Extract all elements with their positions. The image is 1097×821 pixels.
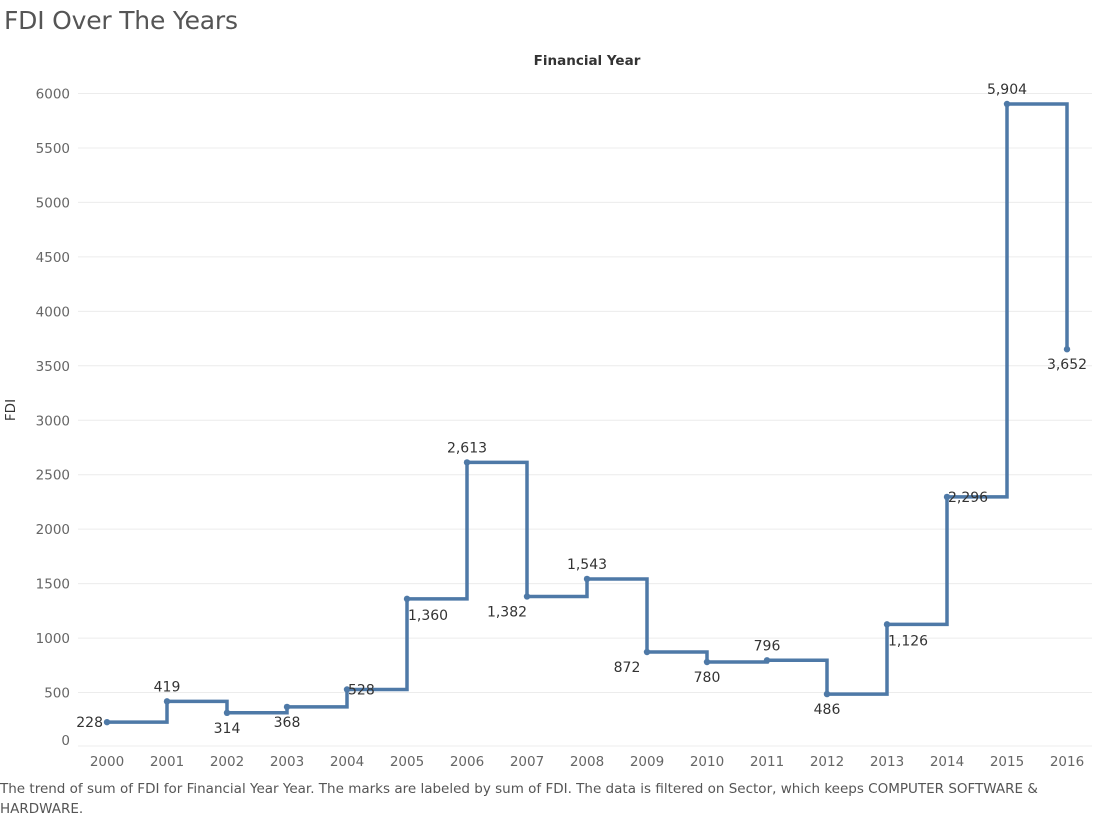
data-point[interactable] <box>103 718 111 726</box>
data-point[interactable] <box>1003 100 1011 108</box>
data-point[interactable] <box>403 595 411 603</box>
x-tick-label: 2002 <box>210 754 244 770</box>
y-tick-label: 2500 <box>36 468 70 484</box>
y-tick-label: 5500 <box>36 141 70 157</box>
x-tick-label: 2008 <box>570 754 604 770</box>
fdi-series-line <box>107 102 1069 724</box>
gridlines <box>78 93 1092 747</box>
y-tick-label: 1500 <box>36 577 70 593</box>
y-tick-label: 3000 <box>36 413 70 429</box>
x-tick-label: 2006 <box>450 754 484 770</box>
y-tick-label: 5000 <box>36 195 70 211</box>
data-label: 1,382 <box>487 604 527 620</box>
data-point[interactable] <box>163 698 171 705</box>
data-label: 2,296 <box>948 490 988 506</box>
data-label: 368 <box>274 715 301 731</box>
data-point[interactable] <box>283 703 291 711</box>
series-layer <box>107 102 1069 724</box>
data-label: 780 <box>694 670 721 686</box>
x-tick-label: 2015 <box>990 754 1024 770</box>
data-label: 5,904 <box>987 82 1027 98</box>
data-label: 528 <box>348 682 375 698</box>
data-point[interactable] <box>223 709 231 717</box>
data-label: 3,652 <box>1047 357 1087 373</box>
data-point[interactable] <box>523 593 531 600</box>
data-point[interactable] <box>463 459 471 466</box>
data-point[interactable] <box>883 621 891 628</box>
data-point[interactable] <box>643 648 651 656</box>
page-title: FDI Over The Years <box>4 6 238 35</box>
y-tick-label: 1000 <box>36 631 70 647</box>
y-tick-label: 4500 <box>36 250 70 266</box>
y-tick-label: 4000 <box>36 304 70 320</box>
data-label: 228 <box>76 715 103 731</box>
data-point[interactable] <box>583 575 591 583</box>
data-label: 419 <box>154 679 181 695</box>
data-labels: 228 419 314 368 528 1,360 2,613 1,382 1,543 872 78… <box>76 82 1087 737</box>
x-tick-label: 2010 <box>690 754 724 770</box>
data-label: 872 <box>614 660 641 676</box>
x-axis: 2000 2001 2002 2003 2004 2005 2006 2007 2008 2009… <box>90 754 1084 770</box>
y-tick-label: 6000 <box>36 87 70 103</box>
data-point[interactable] <box>1063 346 1071 353</box>
data-point[interactable] <box>943 493 951 501</box>
y-axis: 0 500 1000 1500 2000 2500 3000 3500 4000 4500 5000… <box>36 87 70 750</box>
data-point[interactable] <box>703 658 711 666</box>
data-label: 796 <box>754 638 781 654</box>
y-tick-label: 2000 <box>36 522 70 538</box>
chart-header-title: Financial Year <box>534 53 641 69</box>
x-tick-label: 2009 <box>630 754 664 770</box>
y-axis-title: FDI <box>3 399 19 421</box>
x-tick-label: 2012 <box>810 754 844 770</box>
y-tick-label: 500 <box>44 686 70 702</box>
x-tick-label: 2007 <box>510 754 544 770</box>
x-tick-label: 2016 <box>1050 754 1084 770</box>
data-label: 1,360 <box>408 608 448 624</box>
data-point[interactable] <box>823 690 831 698</box>
x-tick-label: 2001 <box>150 754 184 770</box>
data-point[interactable] <box>343 686 351 693</box>
fdi-step-chart: 0 500 1000 1500 2000 2500 3000 3500 4000 4500 5000… <box>3 53 1092 770</box>
data-label: 314 <box>214 721 241 737</box>
x-tick-label: 2013 <box>870 754 904 770</box>
x-tick-label: 2014 <box>930 754 964 770</box>
data-label: 2,613 <box>447 440 487 456</box>
data-label: 1,543 <box>567 557 607 573</box>
x-tick-label: 2000 <box>90 754 124 770</box>
data-point[interactable] <box>763 657 771 664</box>
x-tick-label: 2011 <box>750 754 784 770</box>
y-tick-label: 3500 <box>36 359 70 375</box>
y-tick-label: 0 <box>61 733 70 749</box>
x-tick-label: 2003 <box>270 754 304 770</box>
x-tick-label: 2005 <box>390 754 424 770</box>
chart-caption: The trend of sum of FDI for Financial Ye… <box>0 781 1038 817</box>
data-label: 1,126 <box>888 633 928 649</box>
data-label: 486 <box>814 702 841 718</box>
x-tick-label: 2004 <box>330 754 364 770</box>
points-layer <box>103 100 1071 726</box>
